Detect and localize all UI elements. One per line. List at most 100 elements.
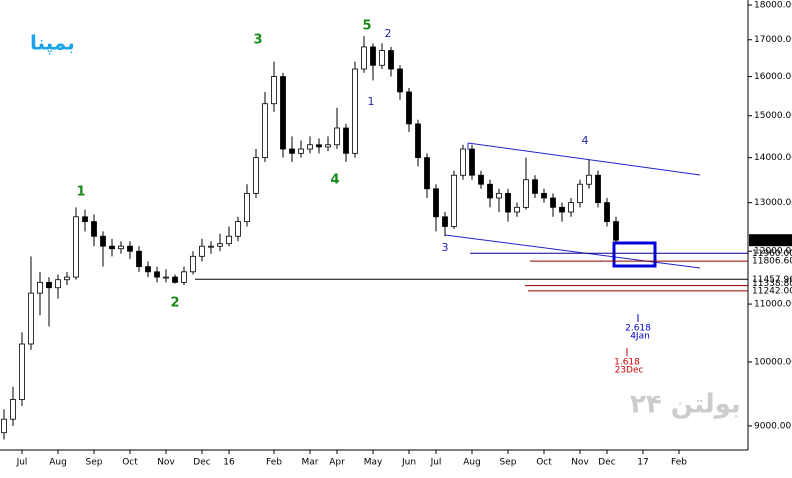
candle-body xyxy=(550,197,556,208)
target-box xyxy=(612,241,657,268)
wave-label: 2 xyxy=(385,27,392,40)
x-tick-label: Apr xyxy=(329,458,345,468)
candle-body xyxy=(253,157,259,194)
wave-label: 5 xyxy=(362,19,371,34)
x-tick-label: Jul xyxy=(16,458,28,468)
y-tick-label: 14000.00 xyxy=(754,153,792,163)
fib-ratio: 2.618 xyxy=(625,324,651,334)
x-tick-label: Oct xyxy=(122,458,138,468)
x-tick-label: Nov xyxy=(571,458,589,468)
candle-body xyxy=(334,127,340,146)
candle-body xyxy=(406,91,412,125)
y-tick-label: 11000.00 xyxy=(754,300,792,310)
x-tick-label: Mar xyxy=(302,458,319,468)
candle-body xyxy=(424,157,430,190)
candle-body xyxy=(496,192,502,199)
y-tick-label: 13000.00 xyxy=(754,198,792,208)
candle-body xyxy=(244,192,250,223)
candle-body xyxy=(82,216,88,223)
x-tick-label: Sep xyxy=(86,458,103,468)
channel-bottom xyxy=(444,234,701,269)
candle-body xyxy=(64,276,70,281)
candle-body xyxy=(109,245,115,250)
candle-body xyxy=(262,103,268,159)
x-tick-label: Feb xyxy=(266,458,282,468)
x-tick-label: Nov xyxy=(157,458,175,468)
candle-body xyxy=(1,418,7,434)
candle-body xyxy=(361,46,367,70)
candle-body xyxy=(397,68,403,93)
y-tick-label: 16000.00 xyxy=(754,72,792,82)
candle-body xyxy=(316,144,322,148)
candle-body xyxy=(208,245,214,248)
x-tick-label: Jul xyxy=(430,458,442,468)
x-tick-label: Aug xyxy=(463,458,481,468)
last-price-box xyxy=(749,234,792,247)
wave-label: 1 xyxy=(76,185,85,200)
candle-body xyxy=(388,50,394,70)
x-tick-label: Dec xyxy=(598,458,615,468)
candle-body xyxy=(136,250,142,268)
level-label: 11457.96 xyxy=(752,275,792,285)
candle-body xyxy=(226,235,232,245)
fib-ratio: 1.618 xyxy=(614,358,640,368)
candle-body xyxy=(523,179,529,208)
y-tick-label: 10000.00 xyxy=(754,357,792,367)
y-tick-label: 12000.00 xyxy=(754,247,792,257)
fib-date: 23Dec xyxy=(615,366,644,376)
y-tick-label: 18000.00 xyxy=(754,1,792,11)
channel-top xyxy=(467,142,701,176)
level-label: 11806.60 xyxy=(752,257,792,267)
x-tick-label: May xyxy=(364,458,383,468)
candle-body xyxy=(127,245,133,252)
candle-body xyxy=(55,279,61,289)
candle-body xyxy=(469,148,475,176)
candle-body xyxy=(37,281,43,294)
candle-body xyxy=(478,174,484,185)
candle-body xyxy=(73,216,79,278)
x-tick-label: Aug xyxy=(49,458,67,468)
candle-body xyxy=(379,50,385,66)
x-tick-label: 17 xyxy=(637,458,648,468)
y-tick-label: 9000.00 xyxy=(754,421,791,431)
candle-body xyxy=(505,192,511,213)
candle-body xyxy=(172,276,178,283)
wave-label: 3 xyxy=(253,33,262,48)
candle-body xyxy=(307,144,313,150)
candle-body xyxy=(163,276,169,279)
candle-body xyxy=(559,206,565,213)
candle-body xyxy=(433,188,439,218)
x-tick-label: Jun xyxy=(401,458,416,468)
candle-body xyxy=(280,76,286,150)
candle-body xyxy=(118,245,124,250)
candle-body xyxy=(613,221,619,241)
candle-body xyxy=(154,271,160,278)
candle-body xyxy=(145,266,151,273)
candle-body xyxy=(217,243,223,247)
x-tick-label: Dec xyxy=(193,458,210,468)
wave-label: 1 xyxy=(368,95,375,108)
x-tick-label: Feb xyxy=(671,458,687,468)
candle-body xyxy=(577,183,583,204)
candle-body xyxy=(352,68,358,154)
level-label: 11338.80 xyxy=(752,279,792,289)
candle-body xyxy=(487,183,493,199)
wave-label: 3 xyxy=(442,241,449,254)
candle-body xyxy=(28,292,34,345)
candle-body xyxy=(415,123,421,159)
candle-body xyxy=(442,216,448,227)
candle-body xyxy=(541,192,547,199)
candle-body xyxy=(199,245,205,257)
candle-body xyxy=(181,271,187,283)
candle-body xyxy=(190,255,196,273)
y-tick-label: 15000.00 xyxy=(754,111,792,121)
candle-body xyxy=(586,174,592,185)
candle-body xyxy=(235,221,241,237)
candle-body xyxy=(343,127,349,154)
candle-body xyxy=(100,235,106,247)
watermark: بولتن ۲۴ xyxy=(630,390,741,420)
candle-body xyxy=(325,144,331,148)
candle-body xyxy=(91,221,97,237)
brand-logo: بمپنا xyxy=(30,31,75,56)
